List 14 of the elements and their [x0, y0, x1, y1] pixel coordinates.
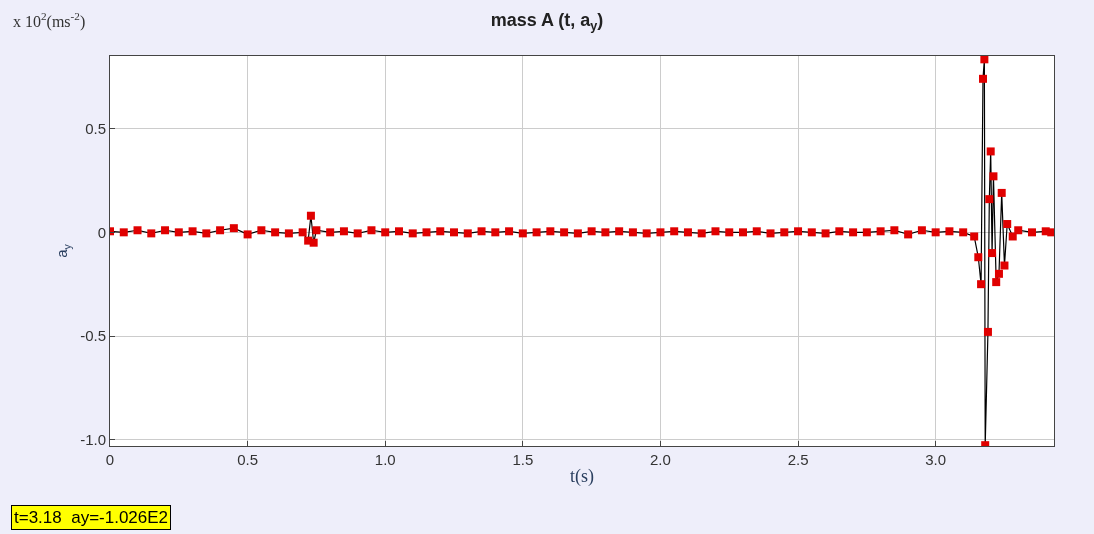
text: x 10$^{2}$(ms$^{-2}$) — [13, 10, 86, 31]
x-axis-title: t(s) — [570, 466, 594, 488]
x-tick-label: 3.0 — [925, 451, 947, 468]
y-tick-label: -1.0 — [80, 431, 106, 449]
x-tick-label: 0.5 — [237, 451, 259, 468]
y-tick-label: 0 — [97, 223, 106, 241]
y-tick-label: 0.5 — [85, 119, 106, 137]
x-tick-label: 1.5 — [512, 451, 534, 468]
x-tick-label: 1.0 — [374, 451, 396, 468]
x-tick-label: 2.5 — [787, 451, 809, 468]
text: t=3.18 ay=-1.026E2 — [14, 508, 169, 527]
chart-title: mass A (t, a$_{y}$) — [490, 9, 604, 33]
x-tick-label: 2.0 — [650, 451, 671, 468]
y-tick-label: -0.5 — [80, 327, 106, 345]
